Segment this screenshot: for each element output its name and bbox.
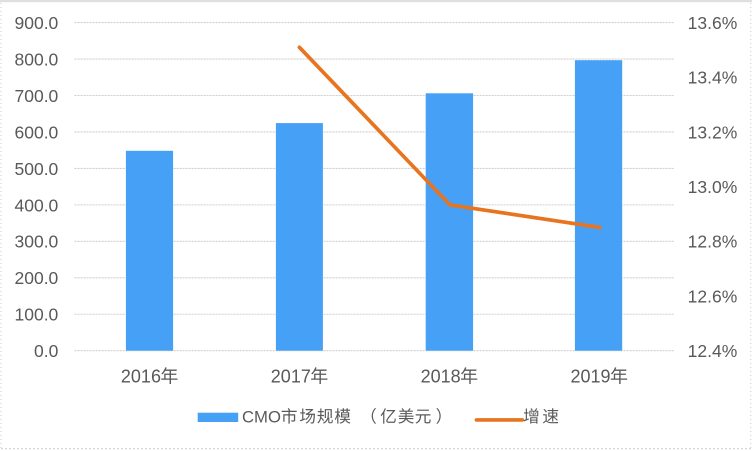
- svg-text:13.4%: 13.4%: [688, 68, 738, 88]
- svg-text:500.0: 500.0: [15, 159, 59, 179]
- svg-text:100.0: 100.0: [15, 305, 59, 325]
- svg-text:12.8%: 12.8%: [688, 232, 738, 252]
- svg-text:2017: 2017: [271, 367, 311, 387]
- svg-text:13.2%: 13.2%: [688, 122, 738, 142]
- svg-text:CMO: CMO: [242, 407, 281, 426]
- svg-text:900.0: 900.0: [15, 13, 59, 33]
- svg-text:400.0: 400.0: [15, 195, 59, 215]
- svg-text:800.0: 800.0: [15, 49, 59, 69]
- svg-text:2019: 2019: [571, 367, 611, 387]
- svg-text:2016: 2016: [121, 367, 161, 387]
- svg-text:600.0: 600.0: [15, 122, 59, 142]
- svg-text:0.0: 0.0: [34, 341, 59, 361]
- svg-text:12.6%: 12.6%: [688, 286, 738, 306]
- svg-text:2018: 2018: [421, 367, 461, 387]
- svg-text:300.0: 300.0: [15, 232, 59, 252]
- svg-text:200.0: 200.0: [15, 268, 59, 288]
- svg-text:12.4%: 12.4%: [688, 341, 738, 361]
- svg-text:13.0%: 13.0%: [688, 177, 738, 197]
- svg-text:700.0: 700.0: [15, 86, 59, 106]
- svg-text:13.6%: 13.6%: [688, 13, 738, 33]
